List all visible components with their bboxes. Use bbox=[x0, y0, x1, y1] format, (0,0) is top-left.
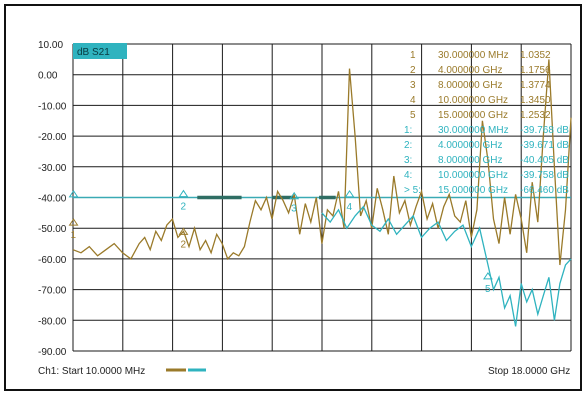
readout-freq: 10.000000 GHz bbox=[438, 95, 508, 106]
y-tick-label: 10.00 bbox=[38, 40, 63, 51]
readout-freq: 15.000000 GHz bbox=[438, 110, 508, 121]
chart-frame: 10.00 0.00 -10.00 -20.00 -30.00 -40.00 -50.00 -… bbox=[4, 4, 582, 391]
marker-number: 2 bbox=[180, 239, 186, 250]
y-tick-label: -90.00 bbox=[38, 347, 67, 358]
readout-freq: 8.000000 GHz bbox=[438, 80, 503, 91]
marker-number: 3 bbox=[291, 204, 297, 215]
marker-triangle bbox=[289, 191, 300, 200]
readout-trace1-index: 3 bbox=[410, 80, 416, 91]
readout-value: 1.3774 bbox=[520, 80, 551, 91]
y-tick-label: -40.00 bbox=[38, 194, 67, 205]
readout-freq: 15.000000 GHz bbox=[438, 185, 508, 196]
y-tick-label: -10.00 bbox=[38, 101, 67, 112]
readout-value: 1.1756 bbox=[520, 65, 551, 76]
marker-number: 2 bbox=[180, 202, 186, 213]
readout-num: 2: bbox=[404, 140, 412, 151]
readout-value: -39.768 dB bbox=[520, 125, 569, 136]
readout-trace1-index: 4 bbox=[410, 95, 416, 106]
marker-readouts: 30.000000 MHz 1.0352 4.000000 GHz 1.1756 8.0… bbox=[404, 50, 569, 196]
y-tick-label: -20.00 bbox=[38, 132, 67, 143]
channel-stop: Stop 18.0000 GHz bbox=[488, 366, 570, 377]
readout-trace1-index: 5 bbox=[410, 110, 416, 121]
y-tick-label: -70.00 bbox=[38, 286, 67, 297]
marker-triangle bbox=[178, 227, 189, 235]
readout-trace1-index: 1 bbox=[410, 50, 416, 61]
readout-freq: 30.000000 MHz bbox=[438, 125, 509, 136]
readout-num: 1: bbox=[404, 125, 412, 136]
readout-value: -40.405 dB bbox=[520, 155, 569, 166]
readout-value: 1.2532 bbox=[520, 110, 551, 121]
readout-value: 1.3450 bbox=[520, 95, 551, 106]
marker-glyphs: 1 2 2 3 4 5 1 2 3 4 5 bbox=[68, 50, 493, 295]
trace-1-line bbox=[72, 59, 572, 266]
readout-num: 4: bbox=[404, 170, 412, 181]
s21-chart: 10.00 0.00 -10.00 -20.00 -30.00 -40.00 -50.00 -… bbox=[38, 40, 572, 377]
readout-trace1-index: 2 bbox=[410, 65, 416, 76]
readout-value: 1.0352 bbox=[520, 50, 551, 61]
readout-freq: 4.000000 GHz bbox=[438, 140, 503, 151]
readout-num: 3: bbox=[404, 155, 412, 166]
marker-number: 5 bbox=[485, 284, 491, 295]
y-tick-label: -50.00 bbox=[38, 224, 67, 235]
readout-value: -39.758 dB bbox=[520, 170, 569, 181]
readout-freq: 8.000000 GHz bbox=[438, 155, 503, 166]
marker-number: 4 bbox=[347, 202, 353, 213]
readout-value: -66.460 dB bbox=[520, 185, 569, 196]
marker-triangle bbox=[68, 189, 79, 198]
traces bbox=[72, 59, 572, 327]
readout-num: > 5: bbox=[404, 185, 421, 196]
y-axis-labels: 10.00 0.00 -10.00 -20.00 -30.00 -40.00 -50.00 -… bbox=[38, 40, 67, 358]
channel-start: Ch1: Start 10.0000 MHz bbox=[38, 366, 145, 377]
readout-freq: 10.000000 GHz bbox=[438, 170, 508, 181]
marker-number: 1 bbox=[71, 230, 77, 241]
marker-triangle bbox=[483, 271, 493, 280]
readout-value: -39.671 dB bbox=[520, 140, 569, 151]
y-tick-label: 0.00 bbox=[38, 71, 58, 82]
y-tick-label: -30.00 bbox=[38, 163, 67, 174]
trace-label: dB S21 bbox=[77, 47, 110, 58]
trace-2-line bbox=[321, 205, 572, 327]
readout-freq: 4.000000 GHz bbox=[438, 65, 503, 76]
y-tick-label: -80.00 bbox=[38, 316, 67, 327]
marker-triangle bbox=[178, 189, 189, 198]
marker-triangle bbox=[344, 189, 355, 198]
grid bbox=[72, 43, 572, 352]
readout-freq: 30.000000 MHz bbox=[438, 50, 509, 61]
marker-triangle bbox=[68, 218, 79, 226]
y-tick-label: -60.00 bbox=[38, 255, 67, 266]
trace-label-box[interactable] bbox=[73, 43, 127, 59]
